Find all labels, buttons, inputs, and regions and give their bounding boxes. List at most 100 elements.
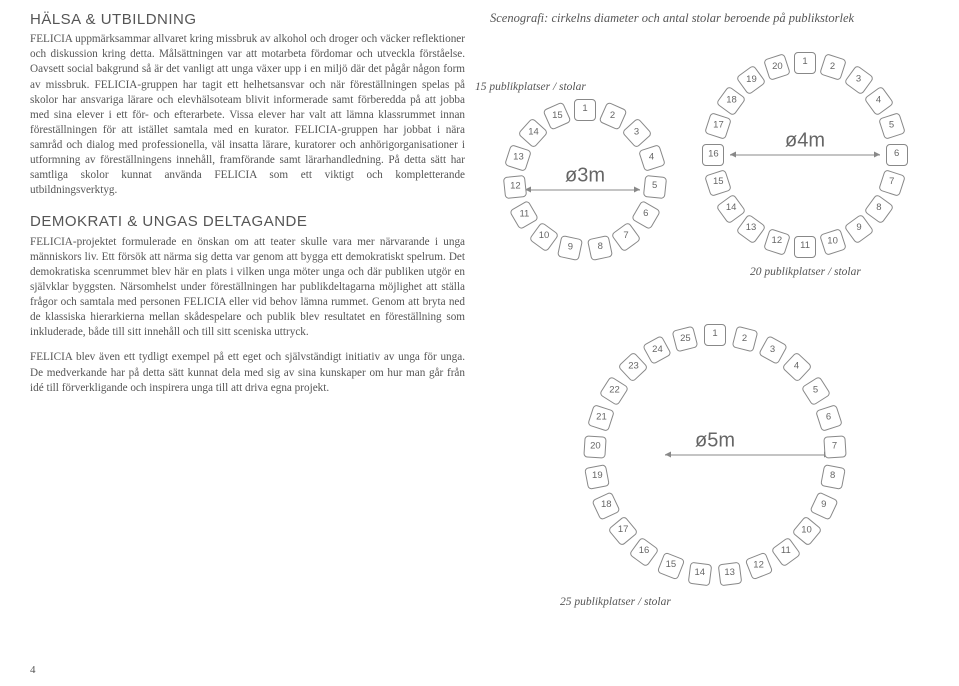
chair-seat: 17 (704, 113, 732, 141)
paragraph-democracy-1: FELICIA-projektet formulerade en önskan … (30, 235, 465, 341)
chair-seat: 7 (823, 436, 846, 459)
chair-number: 14 (695, 568, 706, 581)
chair-seat: 6 (815, 404, 843, 432)
chair-number: 4 (877, 94, 882, 107)
paragraph-health: FELICIA uppmärksammar allvaret kring mis… (30, 32, 465, 198)
chair-number: 3 (770, 343, 775, 356)
chair-seat: 10 (528, 221, 559, 252)
chair-number: 3 (634, 127, 639, 140)
chair-number: 6 (894, 148, 899, 161)
chair-seat: 11 (794, 236, 816, 258)
chair-seat: 5 (879, 113, 907, 141)
chair-seat: 12 (763, 228, 791, 256)
chair-seat: 9 (809, 491, 838, 520)
chair-number: 16 (639, 546, 650, 559)
chair-number: 8 (877, 203, 882, 216)
chair-seat: 2 (820, 54, 848, 82)
diameter-arrow (525, 189, 640, 190)
chair-seat: 12 (503, 175, 527, 199)
chair-seat: 2 (731, 325, 758, 352)
chair-seat: 10 (820, 228, 848, 256)
chair-number: 9 (568, 242, 573, 255)
left-column: HÄLSA & UTBILDNING FELICIA uppmärksammar… (30, 10, 465, 615)
chair-seat: 6 (886, 144, 908, 166)
chair-number: 19 (592, 471, 603, 484)
right-column: Scenografi: cirkelns diameter och antal … (490, 10, 939, 615)
chair-seat: 6 (631, 200, 661, 230)
chair-number: 14 (528, 127, 539, 140)
chair-seat: 3 (621, 117, 652, 148)
chair-seat: 11 (770, 537, 801, 568)
circle-diagrams: 15 publikplatser / stolarø3m123456789101… (490, 35, 939, 615)
chair-seat: 4 (638, 144, 666, 172)
heading-democracy: DEMOKRATI & UNGAS DELTAGANDE (30, 212, 465, 232)
chair-number: 2 (611, 110, 616, 123)
chair-number: 12 (771, 236, 782, 249)
chair-number: 13 (746, 223, 757, 236)
chair-seat: 9 (844, 214, 875, 245)
chair-number: 8 (597, 242, 602, 255)
chair-seat: 14 (688, 562, 713, 587)
chair-seat: 11 (509, 200, 539, 230)
chair-number: 10 (828, 236, 839, 249)
chair-seat: 19 (584, 464, 610, 490)
chair-number: 5 (814, 384, 819, 397)
chair-seat: 5 (801, 375, 831, 405)
chair-number: 9 (856, 223, 861, 236)
chair-number: 1 (712, 328, 717, 341)
chair-seat: 17 (607, 516, 638, 547)
chair-number: 25 (680, 332, 691, 345)
chair-seat: 23 (617, 352, 648, 383)
chair-seat: 3 (844, 65, 875, 96)
chair-number: 4 (794, 361, 799, 374)
chair-number: 20 (590, 441, 601, 454)
chair-number: 20 (771, 61, 782, 74)
chair-number: 13 (725, 568, 736, 581)
chair-number: 16 (708, 148, 719, 161)
paragraph-democracy-2: FELICIA blev även ett tydligt exempel på… (30, 350, 465, 395)
chair-number: 11 (519, 208, 529, 221)
chair-number: 6 (826, 411, 831, 424)
chair-number: 17 (617, 525, 628, 538)
chair-seat: 25 (672, 325, 699, 352)
diameter-label: ø5m (695, 427, 735, 454)
chair-seat: 15 (657, 552, 686, 581)
chair-seat: 1 (574, 99, 596, 121)
chair-number: 15 (666, 560, 677, 573)
chair-seat: 10 (792, 516, 823, 547)
chair-number: 15 (551, 110, 562, 123)
chair-seat: 8 (587, 235, 613, 261)
chair-number: 4 (649, 152, 654, 165)
chair-seat: 4 (864, 85, 895, 116)
chair-number: 7 (832, 441, 837, 454)
diameter-arrow (730, 154, 880, 155)
heading-health: HÄLSA & UTBILDNING (30, 10, 465, 30)
chair-number: 10 (802, 525, 813, 538)
chair-number: 21 (596, 411, 607, 424)
chair-number: 5 (652, 181, 657, 194)
chair-seat: 13 (505, 144, 533, 172)
chair-number: 2 (831, 61, 836, 74)
chair-seat: 14 (517, 117, 548, 148)
chair-number: 2 (742, 332, 747, 345)
scenography-title: Scenografi: cirkelns diameter och antal … (490, 10, 939, 27)
chair-seat: 18 (715, 85, 746, 116)
chair-number: 1 (802, 56, 807, 69)
chair-seat: 7 (611, 221, 642, 252)
chair-number: 10 (539, 230, 550, 243)
chair-seat: 24 (642, 335, 672, 365)
chair-seat: 22 (598, 375, 628, 405)
chair-number: 14 (725, 203, 736, 216)
chair-seat: 8 (820, 464, 846, 490)
chair-number: 18 (601, 500, 612, 513)
chair-seat: 19 (736, 65, 767, 96)
diameter-arrow (665, 454, 830, 455)
chair-number: 6 (643, 208, 648, 221)
diameter-label: ø3m (565, 162, 605, 189)
chair-number: 11 (800, 240, 810, 253)
chair-number: 22 (608, 384, 619, 397)
chair-number: 24 (652, 343, 663, 356)
chair-seat: 12 (745, 552, 774, 581)
chair-number: 17 (712, 120, 723, 133)
chair-number: 7 (623, 230, 628, 243)
